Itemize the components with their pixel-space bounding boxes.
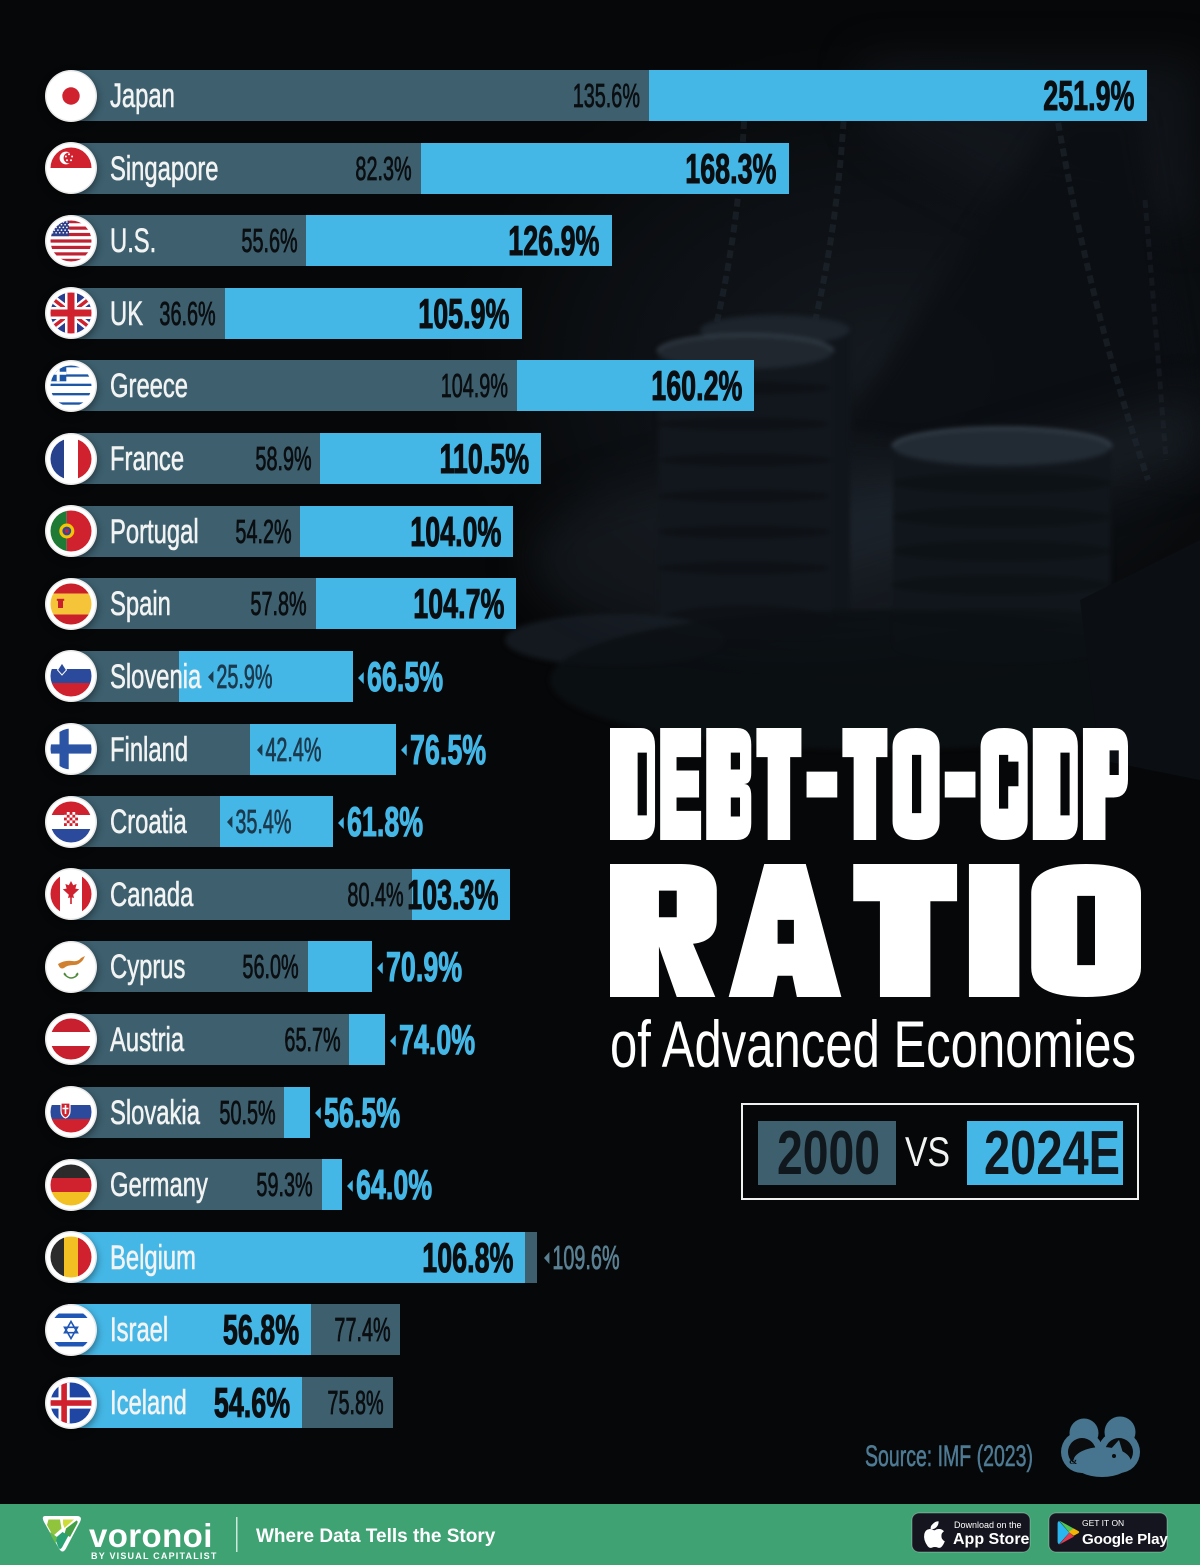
svg-text:VS: VS <box>905 1128 950 1175</box>
svg-text:2024E: 2024E <box>984 1119 1120 1188</box>
svg-text:Where Data Tells the Story: Where Data Tells the Story <box>256 1526 496 1547</box>
svg-text:2000: 2000 <box>777 1119 880 1188</box>
svg-text:of Advanced Economies: of Advanced Economies <box>610 1007 1136 1081</box>
svg-text:GET IT ON: GET IT ON <box>1082 1518 1124 1528</box>
svg-text:&: & <box>1069 1456 1077 1467</box>
svg-text:Google Play: Google Play <box>1082 1531 1168 1548</box>
svg-text:Source: IMF (2023): Source: IMF (2023) <box>865 1440 1033 1473</box>
svg-text:App Store: App Store <box>953 1531 1030 1548</box>
svg-text:voronoi: voronoi <box>89 1517 213 1554</box>
svg-text:Download on the: Download on the <box>954 1520 1022 1530</box>
svg-text:BY VISUAL CAPITALIST: BY VISUAL CAPITALIST <box>91 1551 218 1561</box>
